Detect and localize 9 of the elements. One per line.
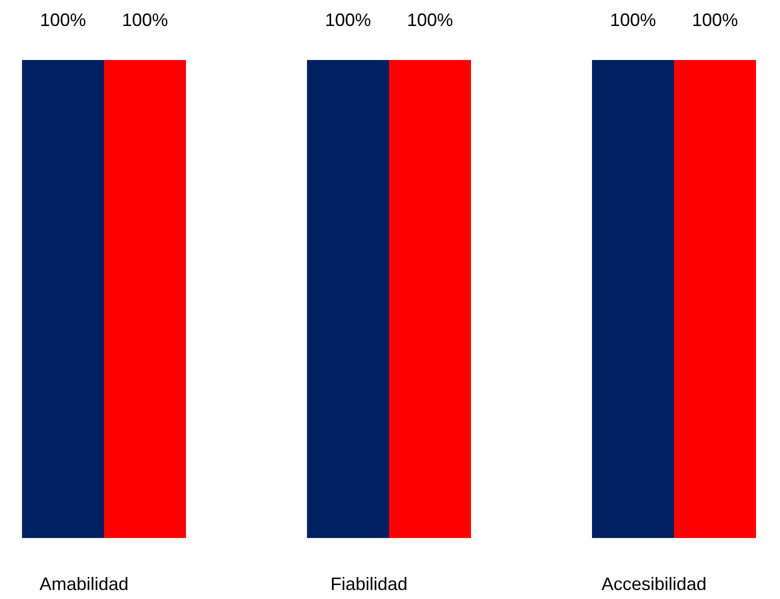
data-label: 100% — [406, 10, 454, 30]
x-tick-label: Accesibilidad — [601, 574, 707, 594]
data-label: 100% — [122, 10, 168, 30]
data-label: 100% — [610, 10, 656, 30]
data-label: 100% — [40, 10, 86, 30]
data-label: 100% — [324, 10, 372, 30]
x-tick-label: Amabilidad — [39, 574, 129, 594]
x-tick-label: Fiabilidad — [330, 574, 408, 594]
data-label: 100% — [692, 10, 738, 30]
